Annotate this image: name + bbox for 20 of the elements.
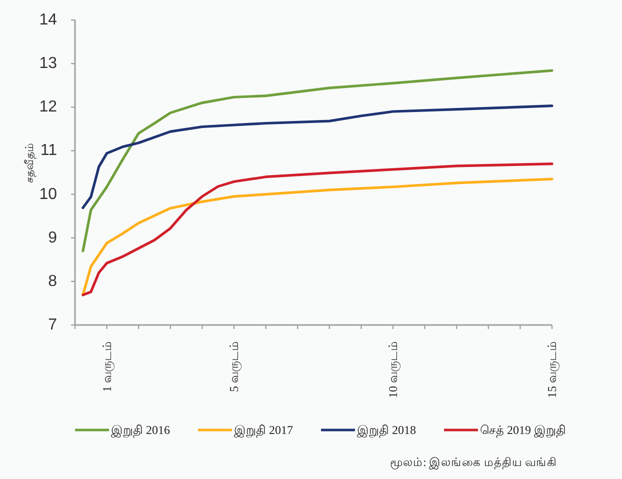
x-tick-label: 1 வருடம் bbox=[100, 341, 115, 392]
y-axis-title: சதவீதம் bbox=[24, 143, 36, 183]
y-tick-label: 9 bbox=[48, 229, 58, 246]
y-tick-label: 11 bbox=[40, 142, 58, 160]
y-tick-label: 12 bbox=[39, 98, 58, 116]
y-tick-label: 13 bbox=[39, 55, 58, 72]
x-tick-label: 15 வருடம் bbox=[545, 341, 560, 398]
x-tick-label: 10 வருடம் bbox=[386, 341, 401, 398]
legend-label: இறுதி 2016 bbox=[111, 423, 170, 438]
x-tick-label: 5 வருடம் bbox=[227, 341, 242, 392]
legend-label: செத் 2019 இறுதி bbox=[480, 423, 566, 438]
text: மூலம்: இலங்கை மத்திய வங்கி bbox=[390, 456, 557, 470]
y-tick-label: 7 bbox=[48, 316, 58, 334]
y-tick-label: 14 bbox=[39, 12, 58, 28]
line-series bbox=[82, 104, 554, 210]
legend-label: இறுதி 2017 bbox=[234, 423, 293, 438]
y-tick-label: 10 bbox=[39, 186, 58, 203]
line-series bbox=[82, 69, 554, 252]
y-tick-label: 8 bbox=[48, 272, 58, 290]
legend-label: இறுதி 2018 bbox=[357, 423, 416, 438]
